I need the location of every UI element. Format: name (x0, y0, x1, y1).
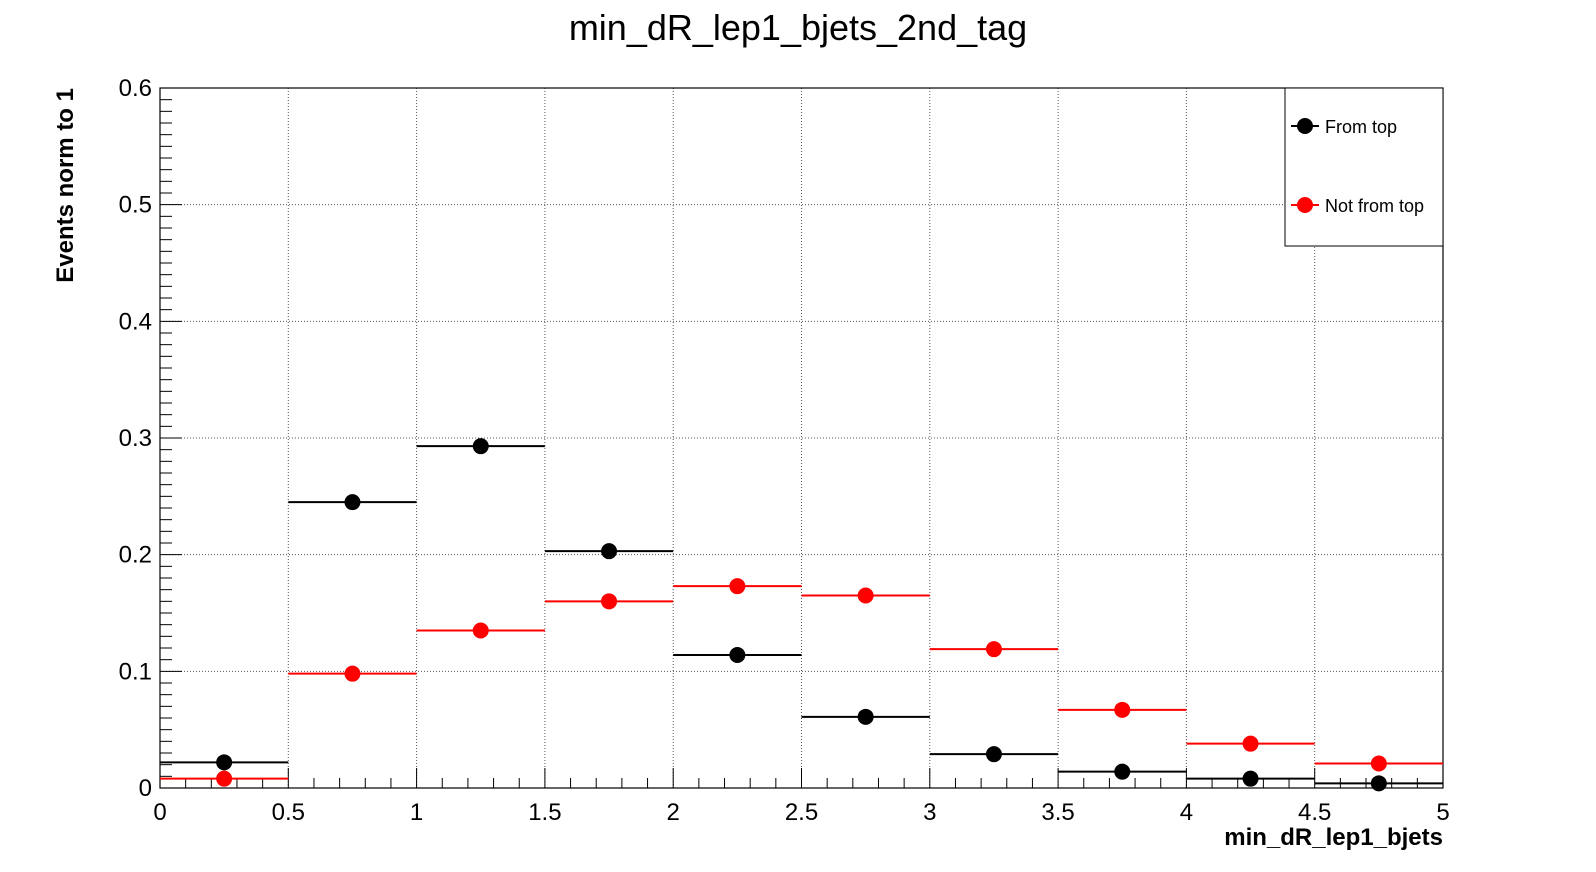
chart-title: min_dR_lep1_bjets_2nd_tag (569, 7, 1027, 48)
x-tick-label: 3 (923, 799, 936, 826)
data-point (857, 708, 874, 725)
y-axis-label: Events norm to 1 (52, 88, 79, 283)
x-tick-label: 0.5 (272, 799, 305, 826)
data-point (985, 746, 1002, 763)
x-tick-label: 4.5 (1298, 799, 1331, 826)
y-tick-label: 0.3 (119, 425, 152, 452)
data-point (729, 647, 746, 663)
y-tick-label: 0.1 (119, 658, 152, 685)
data-point (857, 587, 874, 604)
y-tick-label: 0.5 (119, 192, 152, 219)
data-point (472, 622, 489, 639)
legend-label: Not from top (1325, 196, 1424, 216)
y-tick-label: 0 (139, 775, 152, 802)
y-tick-label: 0.2 (119, 542, 152, 569)
data-point (216, 754, 233, 771)
x-tick-label: 4 (1180, 799, 1193, 826)
data-point (1114, 763, 1131, 780)
data-point (1370, 775, 1387, 792)
x-tick-label: 1.5 (528, 799, 561, 826)
y-tick-label: 0.4 (119, 308, 152, 335)
x-tick-label: 0 (153, 799, 166, 826)
series-layer (160, 438, 1443, 792)
legend-label: From top (1325, 117, 1397, 137)
data-point (216, 770, 233, 787)
data-point (344, 494, 361, 511)
series-not-from-top (160, 578, 1443, 787)
data-point (1114, 701, 1131, 718)
data-point (729, 578, 746, 595)
x-tick-label: 2.5 (785, 799, 818, 826)
data-point (344, 665, 361, 682)
legend-marker (1297, 197, 1313, 213)
data-point (601, 593, 618, 610)
x-axis-label: min_dR_lep1_bjets (1224, 824, 1443, 851)
data-point (985, 641, 1002, 658)
data-point (601, 543, 618, 560)
data-point (472, 438, 489, 455)
y-tick-label: 0.6 (119, 75, 152, 102)
data-point (1242, 770, 1259, 787)
grid (160, 88, 1443, 788)
legend-marker (1297, 118, 1313, 134)
x-tick-label: 3.5 (1041, 799, 1074, 826)
x-tick-label: 2 (667, 799, 680, 826)
legend-box (1284, 87, 1444, 247)
data-point (1242, 735, 1259, 752)
x-tick-label: 5 (1436, 799, 1449, 826)
legend: From top Not from top (1284, 87, 1444, 247)
series-from-top (160, 438, 1443, 792)
x-tick-label: 1 (410, 799, 423, 826)
data-point (1370, 755, 1387, 772)
